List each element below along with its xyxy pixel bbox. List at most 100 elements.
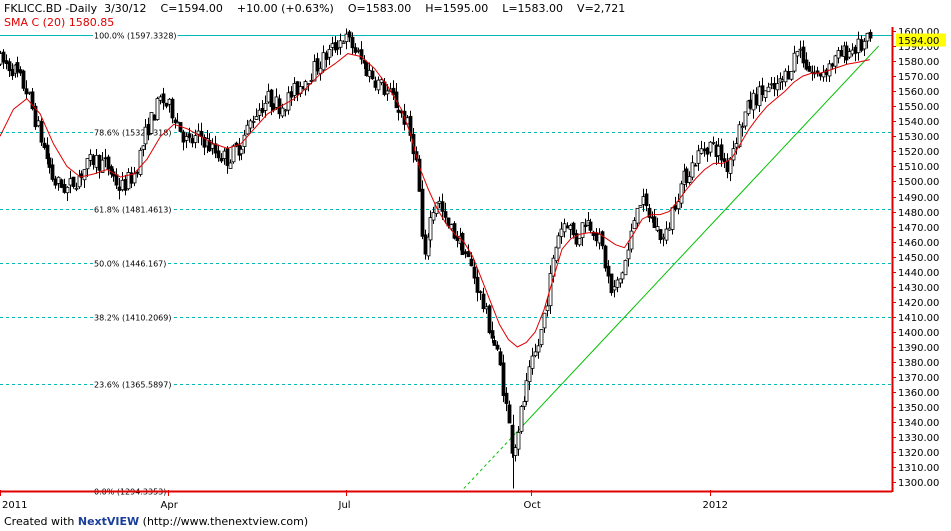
candle-body	[248, 120, 253, 129]
change-label: +10.00 (+0.63%)	[236, 2, 334, 15]
candle-body	[152, 114, 157, 121]
candle-body	[772, 82, 777, 90]
high-label: H=1595.00	[425, 2, 489, 15]
candle-body	[36, 120, 41, 127]
price-tick-label: 1430.00	[898, 283, 939, 294]
candle-body	[495, 344, 500, 350]
fib-label: 61.8% (1481.4613)	[94, 206, 171, 215]
candle-body	[623, 260, 628, 276]
price-tick-label: 1580.00	[898, 57, 939, 68]
candle-body	[213, 143, 218, 154]
candle-body	[452, 223, 457, 239]
candle-body	[789, 71, 794, 80]
candle-body	[562, 223, 567, 233]
price-tick-label: 1510.00	[898, 162, 939, 173]
candle-body	[507, 404, 512, 424]
candle-body	[807, 65, 812, 72]
candle-body	[524, 380, 529, 402]
candle-body	[30, 91, 35, 110]
candle-body	[196, 130, 201, 135]
candle-body	[612, 286, 617, 291]
candle-body	[123, 179, 128, 191]
candle-body	[187, 133, 192, 138]
candle-body	[734, 143, 739, 148]
candle-body	[423, 234, 428, 255]
candle-body	[135, 171, 140, 174]
candle-body	[210, 143, 215, 149]
trendline-projection	[463, 432, 516, 489]
candle-body	[460, 233, 465, 256]
price-tick-label: 1410.00	[898, 313, 939, 324]
candle-body	[577, 237, 582, 246]
candle-body	[490, 330, 495, 339]
candle-body	[164, 102, 169, 107]
candle-body	[635, 207, 640, 224]
candle-body	[292, 83, 297, 96]
candle-body	[638, 205, 643, 208]
candle-body	[18, 69, 23, 74]
candle-body	[114, 174, 119, 186]
candle-body	[373, 80, 378, 88]
candle-body	[132, 173, 137, 184]
candle-body	[798, 48, 803, 51]
candle-body	[769, 83, 774, 86]
candle-body	[56, 176, 61, 184]
candle-body	[50, 164, 55, 180]
candle-body	[283, 109, 288, 112]
candle-body	[603, 245, 608, 269]
candle-body	[504, 392, 509, 404]
candle-body	[620, 272, 625, 280]
candle-body	[269, 89, 274, 107]
candle-body	[856, 38, 861, 54]
price-tick-label: 1570.00	[898, 72, 939, 83]
candle-body	[830, 63, 835, 67]
candle-body	[335, 47, 340, 50]
candle-body	[356, 49, 361, 52]
candle-body	[82, 169, 87, 181]
price-tick-label: 1390.00	[898, 343, 939, 354]
candle-body	[359, 49, 364, 60]
candle-body	[641, 196, 646, 205]
candle-body	[556, 235, 561, 249]
fib-label: 38.2% (1410.2069)	[94, 314, 171, 323]
candle-body	[853, 46, 858, 54]
candle-body	[859, 39, 864, 51]
low-label: L=1583.00	[502, 2, 564, 15]
date-tick-label: 2012	[703, 500, 728, 511]
candle-body	[760, 85, 765, 96]
last-price-label: 1594.00	[898, 36, 939, 47]
candle-body	[661, 236, 666, 239]
candle-body	[492, 340, 497, 346]
candle-body	[440, 201, 445, 212]
candle-body	[705, 147, 710, 155]
candle-body	[850, 49, 855, 55]
candle-body	[763, 90, 768, 99]
candle-body	[274, 96, 279, 108]
candle-body	[257, 109, 262, 116]
candle-body	[100, 159, 105, 173]
candle-body	[62, 184, 67, 193]
candle-body	[364, 62, 369, 77]
candle-body	[804, 59, 809, 70]
footer-credit: Created with NextVIEW (http://www.thenex…	[4, 515, 308, 528]
candle-body	[47, 157, 52, 168]
candle-body	[542, 312, 547, 329]
candle-body	[431, 212, 436, 221]
candle-body	[321, 52, 326, 71]
candle-body	[7, 61, 12, 72]
candle-body	[146, 124, 151, 136]
fib-label: 50.0% (1446.167)	[94, 260, 166, 269]
footer-brand-b: VIEW	[106, 515, 140, 528]
candle-body	[559, 228, 564, 237]
candle-body	[655, 226, 660, 231]
fib-label: 23.6% (1365.5897)	[94, 381, 171, 390]
candle-body	[696, 150, 701, 164]
candle-body	[289, 91, 294, 98]
price-tick-label: 1320.00	[898, 448, 939, 459]
candle-body	[466, 251, 471, 258]
candle-body	[45, 144, 50, 160]
candle-body	[847, 51, 852, 58]
candle-body	[751, 92, 756, 111]
candle-body	[420, 188, 425, 237]
candle-body	[65, 186, 70, 194]
